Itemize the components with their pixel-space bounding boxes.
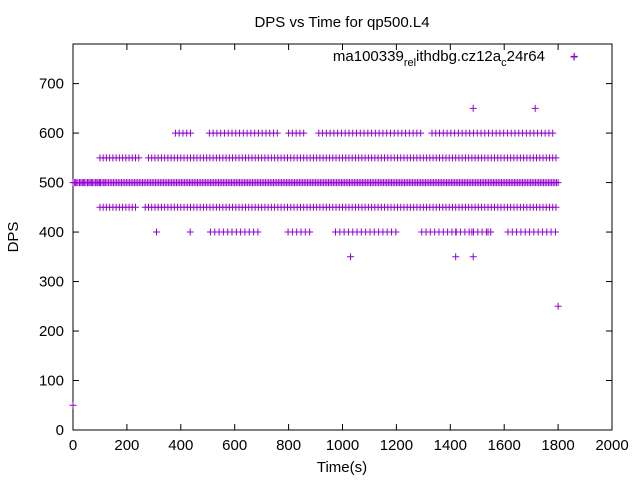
x-tick-label: 600 bbox=[222, 437, 247, 454]
x-tick-label: 1200 bbox=[380, 437, 413, 454]
x-axis-ticks: 0 200 400 600 800 1000 1200 1400 1600 1800 2000 bbox=[69, 44, 629, 454]
data-point bbox=[392, 228, 400, 236]
data-point bbox=[469, 253, 477, 261]
chart-title: DPS vs Time for qp500.L4 bbox=[254, 14, 429, 31]
x-tick-label: 1000 bbox=[326, 437, 359, 454]
data-point bbox=[531, 104, 539, 112]
data-point bbox=[551, 228, 559, 236]
data-point bbox=[69, 401, 77, 409]
y-axis-ticks: 0 100 200 300 400 500 600 700 bbox=[39, 76, 612, 439]
x-tick-label: 800 bbox=[276, 437, 301, 454]
legend-subscript: rel bbox=[404, 57, 416, 69]
data-point bbox=[347, 253, 355, 261]
x-tick-label: 200 bbox=[114, 437, 139, 454]
data-point bbox=[554, 302, 562, 310]
data-point bbox=[187, 129, 195, 137]
y-tick-label: 400 bbox=[39, 224, 64, 241]
data-point bbox=[306, 228, 314, 236]
legend-part: ma100339 bbox=[333, 48, 404, 65]
y-tick-label: 0 bbox=[56, 422, 64, 439]
data-points bbox=[69, 52, 578, 409]
legend-part: ithdbg.cz12a bbox=[416, 48, 502, 65]
legend-label: ma100339relithdbg.cz12ac24r64 bbox=[333, 48, 545, 69]
x-tick-label: 400 bbox=[168, 437, 193, 454]
data-point bbox=[135, 154, 143, 162]
data-point bbox=[469, 104, 477, 112]
x-axis-label: Time(s) bbox=[317, 459, 367, 476]
data-point bbox=[417, 129, 425, 137]
data-point bbox=[552, 203, 560, 211]
data-point bbox=[273, 129, 281, 137]
x-tick-label: 1800 bbox=[541, 437, 574, 454]
legend-subscript: c bbox=[501, 57, 507, 69]
data-point bbox=[254, 228, 262, 236]
data-point bbox=[554, 179, 562, 187]
data-point bbox=[186, 228, 194, 236]
data-point bbox=[549, 129, 557, 137]
y-tick-label: 700 bbox=[39, 76, 64, 93]
data-point bbox=[452, 253, 460, 261]
x-tick-label: 2000 bbox=[595, 437, 628, 454]
y-axis-label: DPS bbox=[5, 222, 22, 253]
data-point bbox=[570, 52, 578, 60]
legend: ma100339relithdbg.cz12ac24r64 bbox=[333, 48, 578, 69]
y-tick-label: 100 bbox=[39, 373, 64, 390]
y-tick-label: 600 bbox=[39, 125, 64, 142]
x-tick-label: 0 bbox=[69, 437, 77, 454]
y-tick-label: 300 bbox=[39, 274, 64, 291]
data-point bbox=[153, 228, 161, 236]
x-tick-label: 1400 bbox=[434, 437, 467, 454]
data-point bbox=[300, 129, 308, 137]
data-point bbox=[487, 228, 495, 236]
x-tick-label: 1600 bbox=[488, 437, 521, 454]
y-tick-label: 200 bbox=[39, 323, 64, 340]
y-tick-label: 500 bbox=[39, 175, 64, 192]
legend-part: 24r64 bbox=[507, 48, 545, 65]
data-point bbox=[552, 154, 560, 162]
data-point bbox=[132, 203, 140, 211]
